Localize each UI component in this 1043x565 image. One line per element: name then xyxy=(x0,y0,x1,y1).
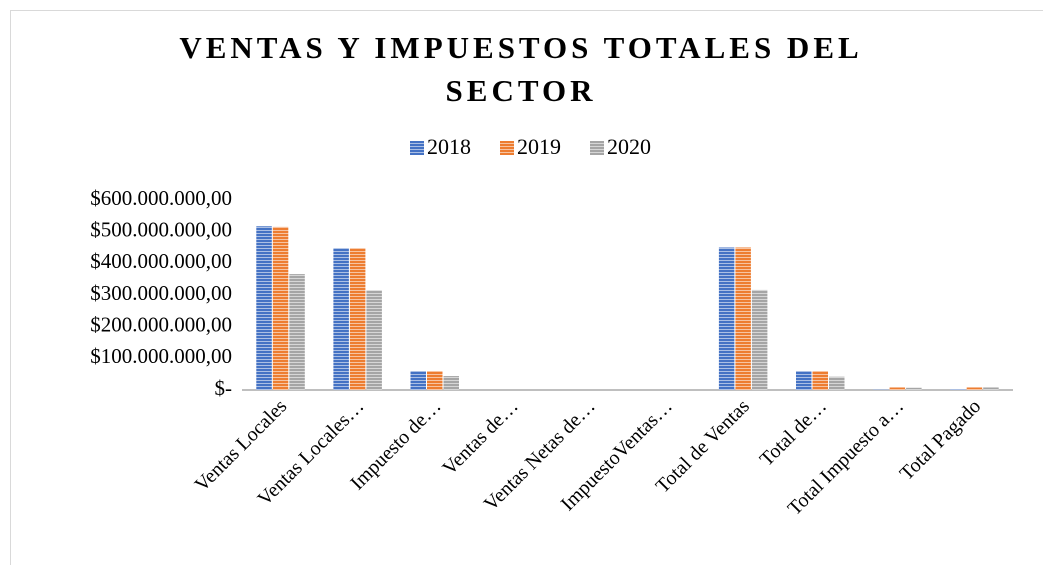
bar xyxy=(751,289,768,390)
bar xyxy=(873,389,889,390)
bar xyxy=(735,247,751,390)
bar xyxy=(333,248,349,390)
y-tick-label: $300.000.000,00 xyxy=(90,281,232,305)
x-tick-label: Total de… xyxy=(756,395,831,470)
bar xyxy=(410,371,426,390)
legend-swatch xyxy=(500,141,514,155)
legend-swatch xyxy=(590,141,604,155)
bar xyxy=(889,387,906,390)
legend-swatch xyxy=(410,141,424,155)
legend-label: 2020 xyxy=(607,134,651,159)
bar xyxy=(950,389,966,390)
bar xyxy=(256,226,272,390)
legend-label: 2019 xyxy=(517,134,561,159)
x-tick-label: Ventas de… xyxy=(438,395,522,479)
chart-border xyxy=(10,10,1043,565)
bar xyxy=(443,376,459,390)
bar xyxy=(718,247,735,390)
bar xyxy=(349,248,366,390)
y-tick-label: $100.000.000,00 xyxy=(90,344,232,368)
y-tick-label: $- xyxy=(215,376,233,400)
bar xyxy=(366,290,382,390)
bar xyxy=(796,371,812,390)
bar xyxy=(289,274,305,390)
chart-title: VENTAS Y IMPUESTOS TOTALES DEL SECTOR xyxy=(179,30,863,108)
legend-label: 2018 xyxy=(427,134,471,159)
bar xyxy=(812,371,828,390)
bar xyxy=(272,226,289,390)
bar xyxy=(906,387,922,390)
y-tick-label: $200.000.000,00 xyxy=(90,312,232,336)
bar xyxy=(829,376,845,390)
y-tick-label: $600.000.000,00 xyxy=(90,186,232,210)
bar xyxy=(427,371,443,390)
bar xyxy=(983,387,999,390)
y-tick-label: $500.000.000,00 xyxy=(90,217,232,241)
bar xyxy=(966,387,983,390)
x-tick-label: Total Pagado xyxy=(896,395,986,485)
y-tick-label: $400.000.000,00 xyxy=(90,249,232,273)
